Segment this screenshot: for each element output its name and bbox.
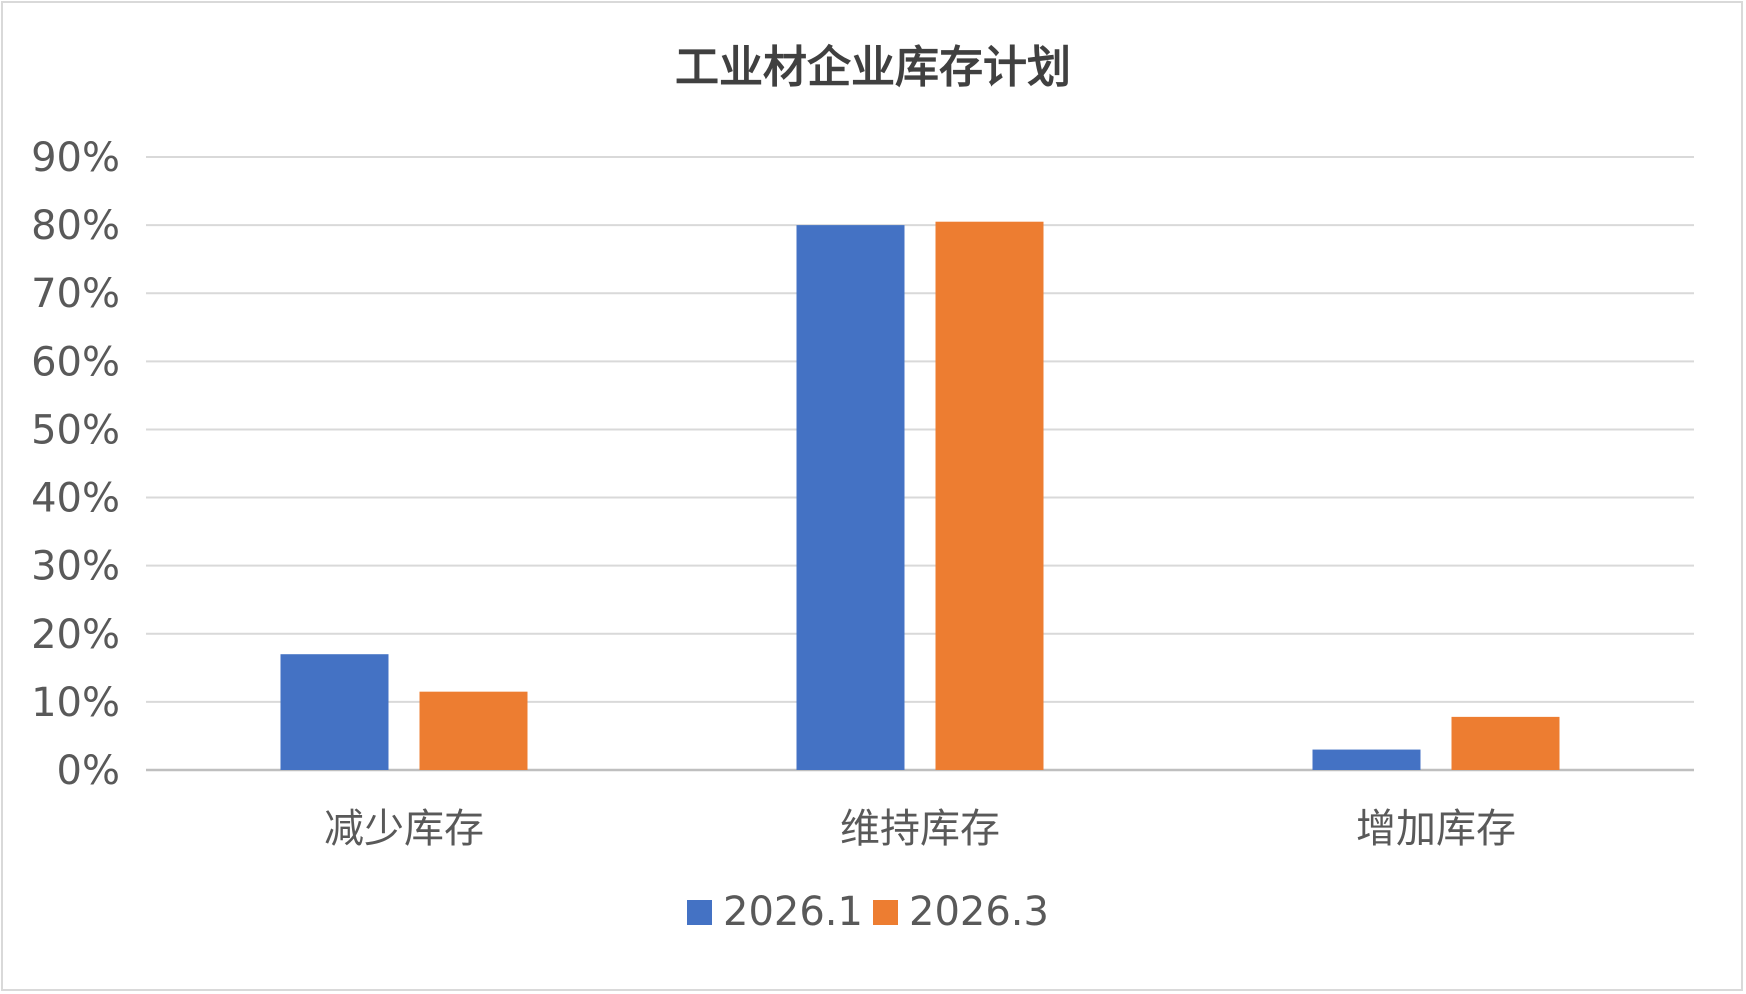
legend-swatch: [687, 900, 712, 925]
bar-2026.1-减少库存: [280, 654, 389, 770]
x-category-label: 增加库存: [1356, 806, 1516, 852]
gridlines: [146, 156, 1694, 772]
y-axis-ticks: 0% 10% 20% 30% 40% 50% 60% 70% 80% 90%: [31, 135, 120, 794]
y-tick-label: 20%: [31, 612, 120, 658]
y-tick-label: 80%: [31, 203, 120, 249]
chart-title: 工业材企业库存计划: [675, 42, 1071, 93]
x-category-label: 减少库存: [324, 806, 484, 852]
y-tick-label: 30%: [31, 544, 120, 590]
y-tick-label: 70%: [31, 271, 120, 317]
legend-swatch: [873, 900, 898, 925]
y-tick-label: 0%: [57, 748, 120, 794]
y-tick-label: 60%: [31, 339, 120, 385]
y-tick-label: 50%: [31, 407, 120, 453]
y-tick-label: 10%: [31, 680, 120, 726]
x-axis-categories: 减少库存 维持库存 增加库存: [324, 806, 1516, 852]
bars: [280, 221, 1560, 771]
bar-2026.1-增加库存: [1312, 749, 1421, 770]
legend-label: 2026.3: [909, 889, 1049, 935]
bar-2026.1-维持库存: [796, 225, 905, 771]
bar-2026.3-维持库存: [935, 221, 1044, 770]
bar-2026.3-增加库存: [1451, 716, 1560, 770]
legend-label: 2026.1: [723, 889, 863, 935]
legend: 2026.1 2026.3: [687, 889, 1049, 935]
x-category-label: 维持库存: [840, 806, 1000, 852]
y-tick-label: 90%: [31, 135, 120, 181]
y-tick-label: 40%: [31, 476, 120, 522]
bar-2026.3-减少库存: [419, 691, 528, 770]
